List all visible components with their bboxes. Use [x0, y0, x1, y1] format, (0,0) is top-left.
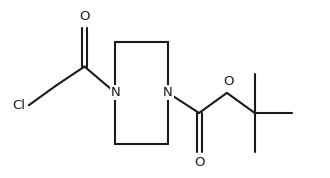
Text: O: O: [79, 10, 90, 23]
Text: N: N: [163, 86, 173, 99]
Text: Cl: Cl: [13, 99, 26, 112]
Text: N: N: [111, 86, 120, 99]
Text: O: O: [194, 156, 204, 169]
Text: O: O: [223, 75, 234, 88]
